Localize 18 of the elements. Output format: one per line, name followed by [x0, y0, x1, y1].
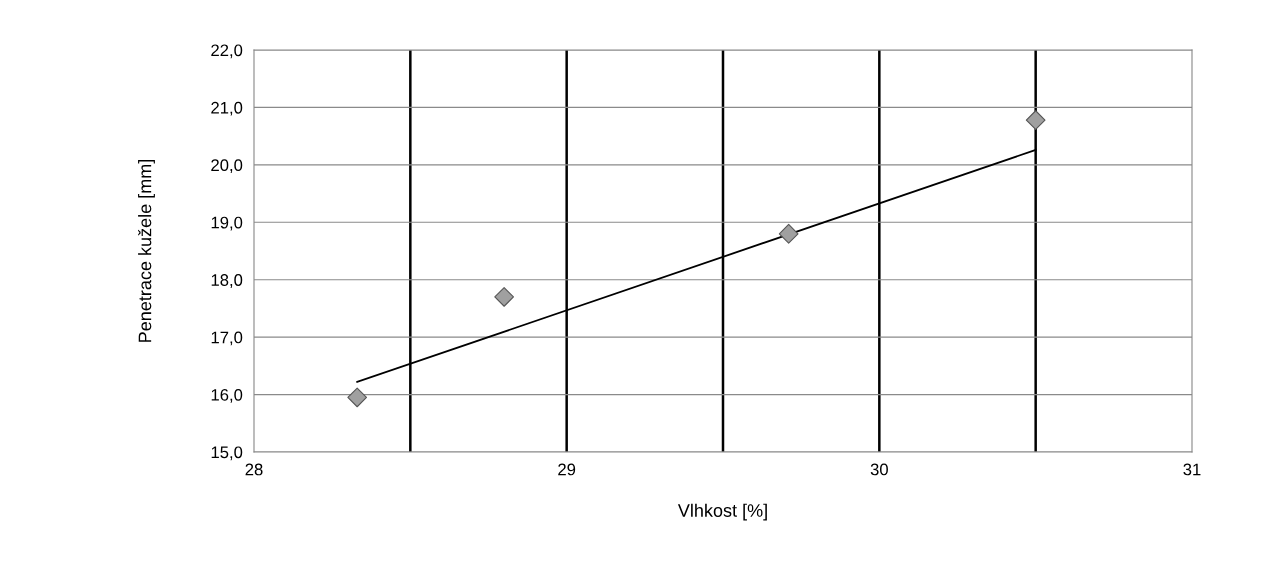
x-tick-label: 28 [245, 463, 263, 476]
point [1025, 110, 1046, 130]
point [778, 223, 799, 244]
x-axis-title: Vlhkost [%] [677, 503, 767, 521]
y-tick-label: 19,0 [211, 216, 243, 231]
y-tick-label: 21,0 [211, 101, 243, 116]
y-tick-label: 17,0 [211, 331, 243, 346]
x-tick-label: 30 [870, 463, 888, 476]
y-tick-label: 20,0 [211, 159, 243, 174]
point [347, 387, 368, 408]
y-tick-label: 16,0 [211, 388, 243, 403]
point [494, 287, 515, 307]
x-tick-label: 31 [1183, 463, 1201, 476]
y-tick-label: 15,0 [211, 446, 243, 461]
x-tick-label: 29 [558, 463, 576, 476]
y-axis-title: Penetrace kužele [mm] [138, 159, 155, 342]
y-tick-label: 22,0 [211, 44, 243, 59]
y-tick-label: 18,0 [211, 274, 243, 288]
